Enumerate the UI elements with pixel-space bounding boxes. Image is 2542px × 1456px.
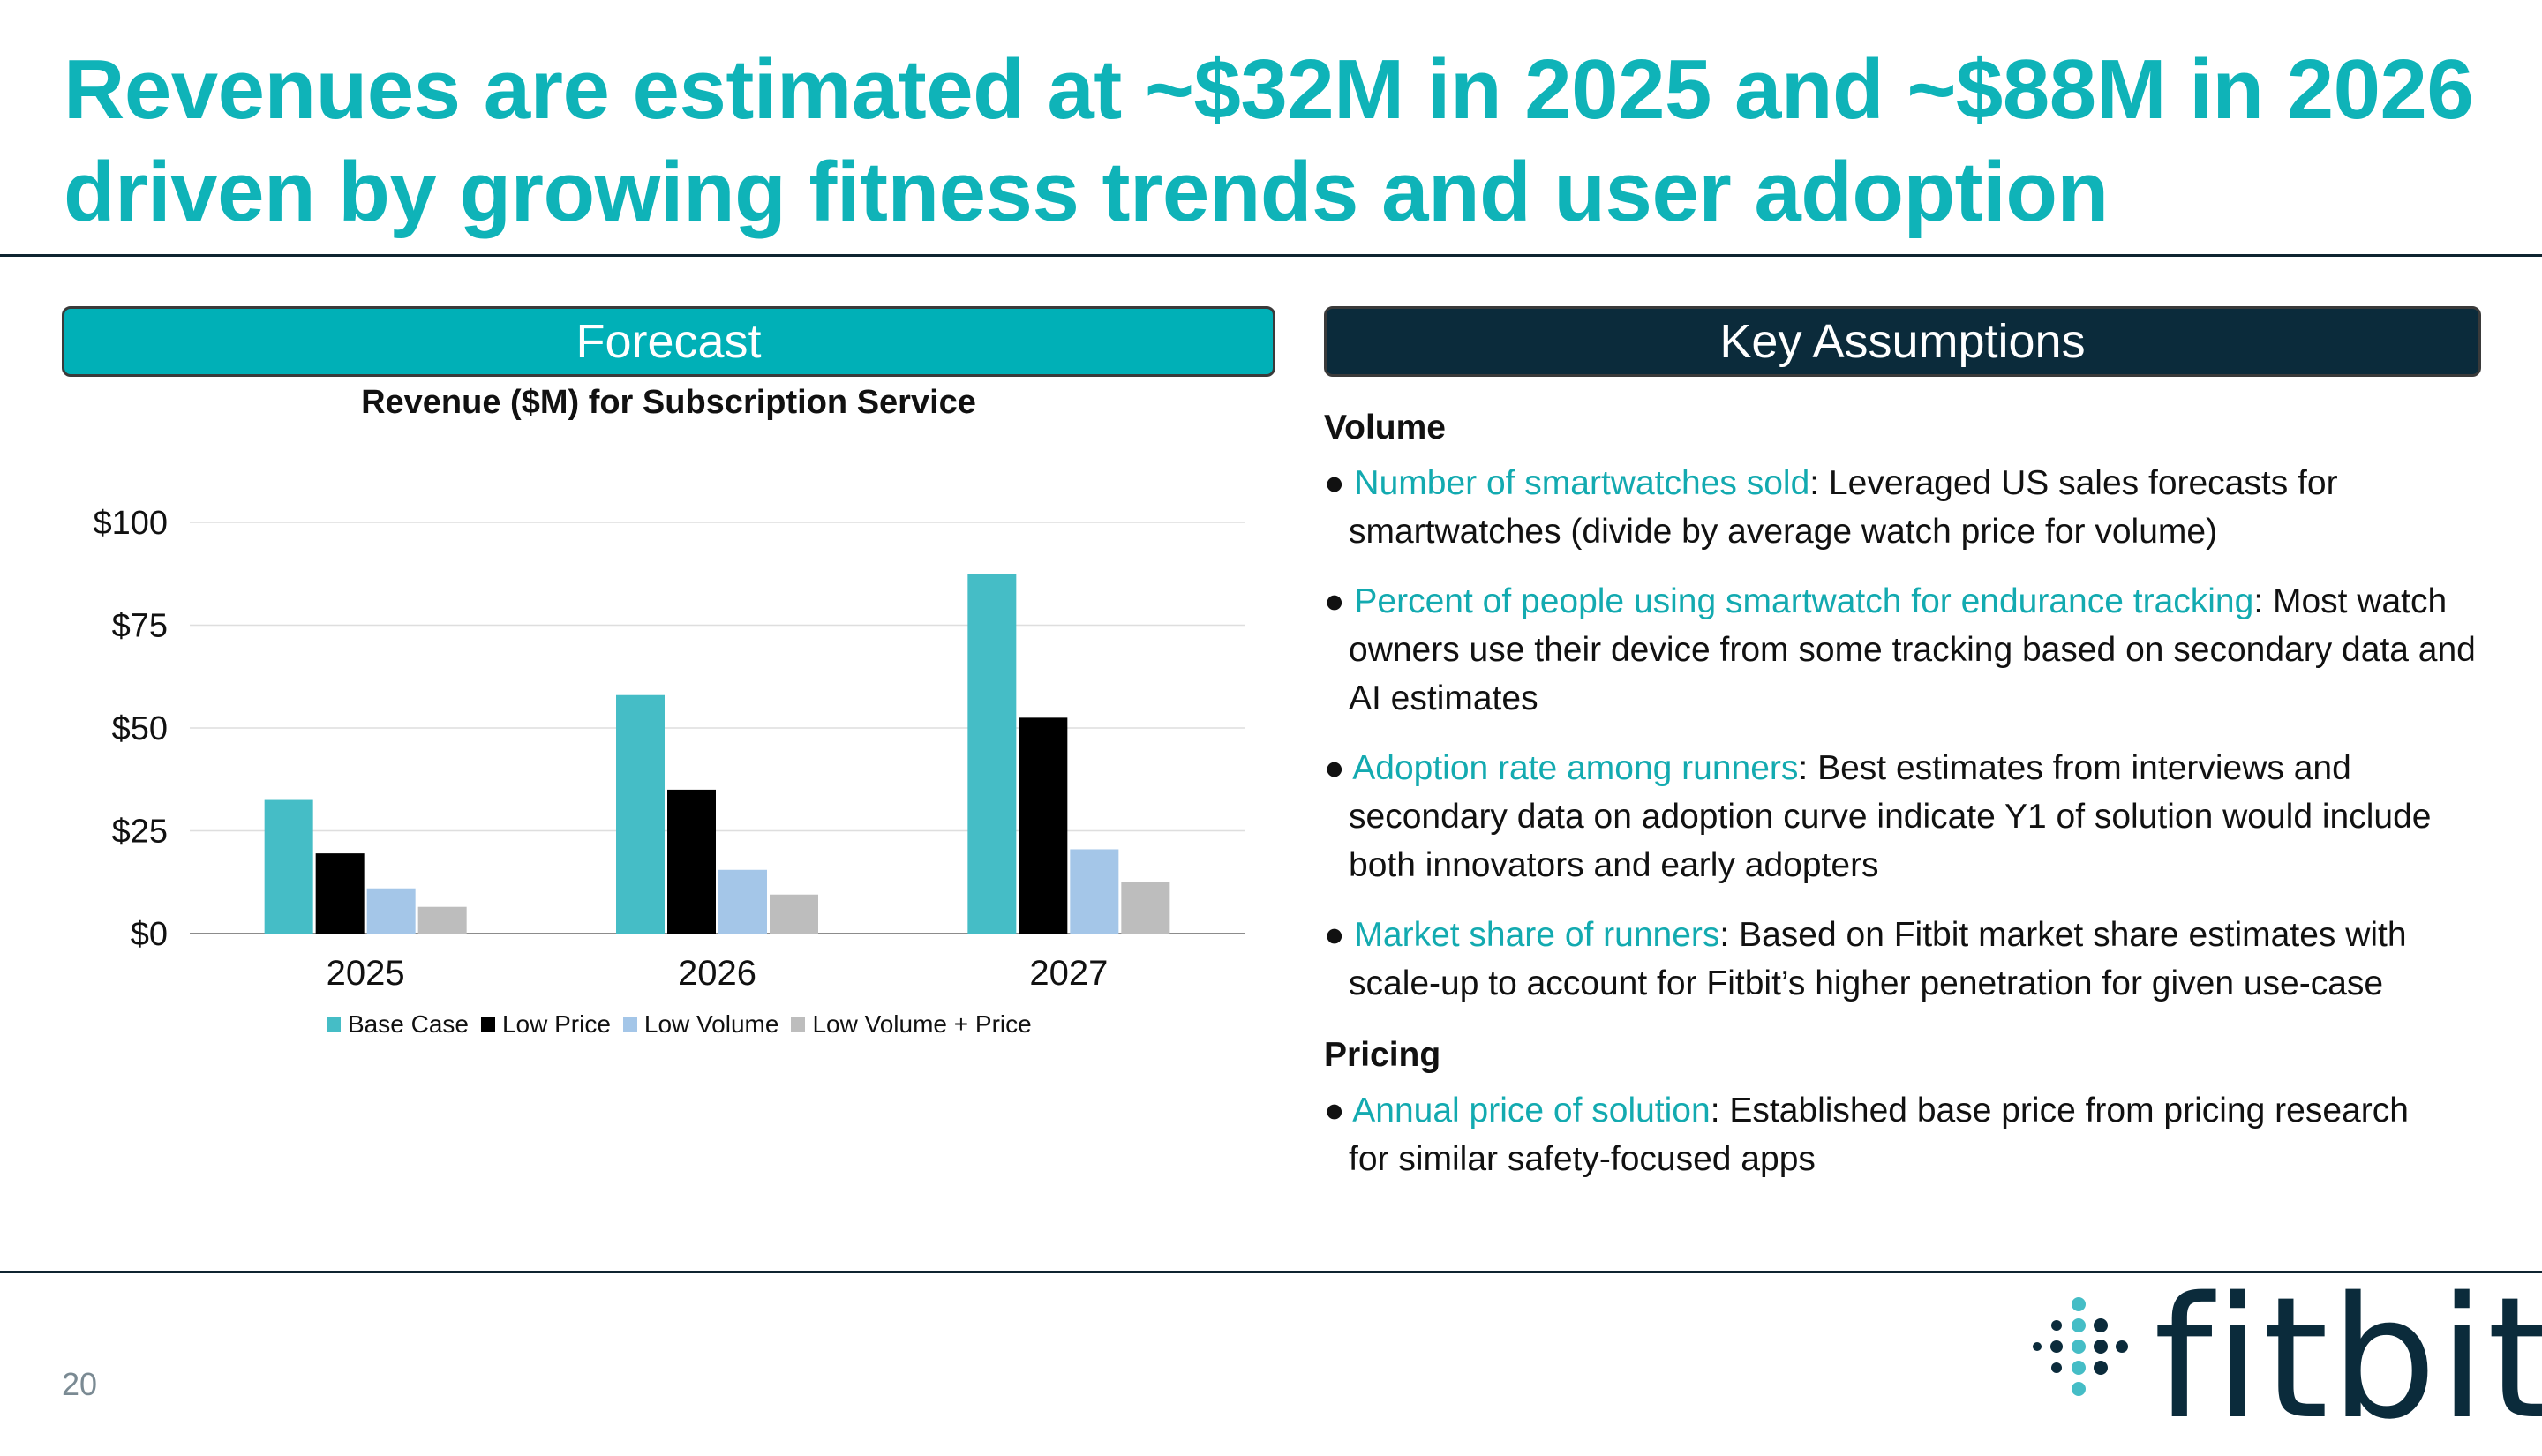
footer-divider xyxy=(0,1271,2542,1273)
bullet-dot-icon: ● xyxy=(1324,464,1355,502)
logo-dot xyxy=(2094,1340,2108,1354)
fitbit-logo-wordmark: fitbit xyxy=(2154,1261,2542,1456)
legend-item: Low Price xyxy=(480,1010,611,1039)
bar-low-price-2027 xyxy=(1019,717,1068,934)
bar-low-price-2025 xyxy=(315,853,365,934)
bullet-dot-icon: ● xyxy=(1324,1092,1353,1130)
bar-low-volume-price-2027 xyxy=(1121,882,1170,934)
assumption-bullet: ● Annual price of solution: Established … xyxy=(1324,1086,2498,1183)
logo-dot xyxy=(2072,1361,2086,1375)
x-tick-label: 2025 xyxy=(327,954,405,993)
logo-dot xyxy=(2072,1382,2086,1396)
bar-base-case-2025 xyxy=(264,799,313,934)
legend-label: Low Volume xyxy=(643,1010,779,1038)
assumption-text-cont: secondary data on adoption curve indicat… xyxy=(1349,798,2432,884)
fitbit-dots-icon xyxy=(2033,1297,2128,1396)
bar-base-case-2026 xyxy=(616,694,665,934)
legend-label: Low Price xyxy=(501,1010,611,1038)
assumption-text-cont: owners use their device from some tracki… xyxy=(1349,631,2476,717)
y-tick-label: $100 xyxy=(93,505,168,542)
assumption-text: : Based on Fitbit market share estimates… xyxy=(1719,916,2407,954)
assumption-text: : Established base price from pricing re… xyxy=(1710,1092,2409,1130)
bar-low-price-2026 xyxy=(667,789,716,934)
logo-dot xyxy=(2094,1361,2108,1375)
y-tick-label: $75 xyxy=(112,608,168,645)
legend-item: Low Volume + Price xyxy=(791,1010,1032,1039)
chart-legend: Base Case Low Price Low Volume Low Volume +… xyxy=(327,1009,1044,1039)
chart-title: Revenue ($M) for Subscription Service xyxy=(361,384,976,421)
assumption-key: Adoption rate among runners xyxy=(1352,749,1799,787)
bar-low-volume-price-2026 xyxy=(770,894,818,934)
logo-dot xyxy=(2094,1318,2108,1332)
logo-dot xyxy=(2033,1342,2042,1351)
assumption-bullet: ● Adoption rate among runners: Best esti… xyxy=(1324,744,2498,889)
y-tick-label: $25 xyxy=(112,814,168,851)
y-tick-label: $50 xyxy=(112,710,168,747)
logo-dot xyxy=(2051,1320,2062,1331)
title-divider xyxy=(0,254,2542,257)
logo-dot xyxy=(2051,1362,2062,1373)
logo-dot xyxy=(2072,1340,2086,1354)
logo-dot xyxy=(2050,1340,2063,1353)
assumption-text: : Best estimates from interviews and xyxy=(1798,749,2351,787)
bar-low-volume-2027 xyxy=(1070,849,1119,934)
legend-swatch xyxy=(327,1017,341,1032)
volume-list: ● Number of smartwatches sold: Leveraged… xyxy=(1324,459,2498,1008)
legend-swatch xyxy=(622,1017,637,1032)
assumption-key: Number of smartwatches sold xyxy=(1354,464,1810,502)
legend-item: Low Volume xyxy=(622,1010,779,1039)
assumption-text-cont: for similar safety-focused apps xyxy=(1349,1140,1816,1178)
assumption-key: Percent of people using smartwatch for e… xyxy=(1354,582,2254,620)
bar-low-volume-price-2025 xyxy=(417,906,467,934)
pricing-heading: Pricing xyxy=(1324,1036,1441,1074)
assumption-text-cont: smartwatches (divide by average watch pr… xyxy=(1349,513,2218,551)
page-title: Revenues are estimated at ~$32M in 2025 … xyxy=(64,42,2474,239)
volume-heading: Volume xyxy=(1324,409,1446,447)
legend-label: Low Volume + Price xyxy=(812,1010,1032,1038)
bar-low-volume-2025 xyxy=(366,888,416,934)
page-number: 20 xyxy=(62,1366,98,1402)
logo-dot xyxy=(2072,1297,2086,1311)
logo-dot xyxy=(2072,1318,2086,1332)
bullet-dot-icon: ● xyxy=(1324,916,1355,954)
key-assumptions-header: Key Assumptions xyxy=(1324,306,2481,377)
bullet-dot-icon: ● xyxy=(1324,749,1353,787)
assumption-text: : Leveraged US sales forecasts for xyxy=(1809,464,2338,502)
legend-swatch xyxy=(480,1017,495,1032)
assumption-text: : Most watch xyxy=(2253,582,2448,620)
x-tick-label: 2027 xyxy=(1029,954,1108,993)
assumption-bullet: ● Percent of people using smartwatch for… xyxy=(1324,577,2498,723)
bar-base-case-2027 xyxy=(967,574,1017,934)
legend-label: Base Case xyxy=(348,1010,469,1038)
legend-swatch xyxy=(791,1017,806,1032)
assumption-key: Annual price of solution xyxy=(1352,1092,1711,1130)
assumption-bullet: ● Number of smartwatches sold: Leveraged… xyxy=(1324,459,2498,556)
y-tick-label: $0 xyxy=(131,916,168,953)
x-tick-label: 2026 xyxy=(678,954,756,993)
pricing-list: ● Annual price of solution: Established … xyxy=(1324,1086,2498,1183)
legend-item: Base Case xyxy=(327,1010,469,1039)
forecast-header: Forecast xyxy=(62,306,1275,377)
bar-low-volume-2026 xyxy=(718,869,767,934)
assumption-bullet: ● Market share of runners: Based on Fitb… xyxy=(1324,911,2498,1008)
assumption-key: Market share of runners xyxy=(1354,916,1720,954)
logo-dot xyxy=(2116,1340,2128,1353)
assumptions-panel: Volume ● Number of smartwatches sold: Le… xyxy=(1324,402,2498,1205)
assumption-text-cont: scale-up to account for Fitbit’s higher … xyxy=(1349,964,2384,1002)
bullet-dot-icon: ● xyxy=(1324,582,1355,620)
